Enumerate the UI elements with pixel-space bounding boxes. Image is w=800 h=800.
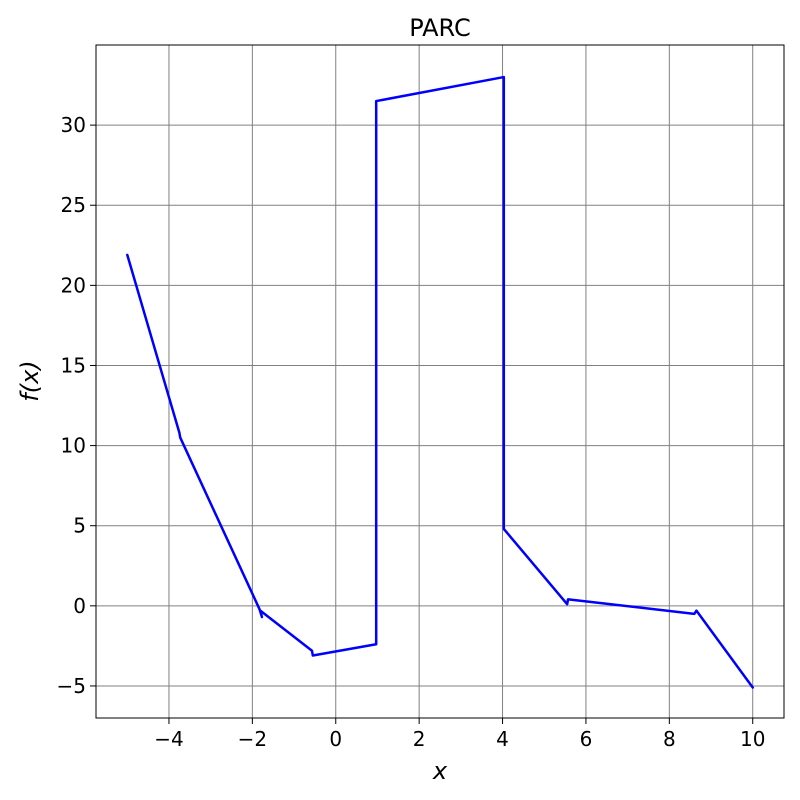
grid — [96, 45, 784, 718]
y-tick-label: 30 — [61, 113, 86, 137]
y-tick-label: 0 — [73, 594, 86, 618]
x-tick-label: 2 — [413, 727, 426, 751]
y-tick-label: 10 — [61, 434, 86, 458]
x-tick-label: 4 — [496, 727, 509, 751]
series-layer — [126, 75, 754, 689]
x-tick-label: 8 — [663, 727, 676, 751]
x-tick-label: 0 — [329, 727, 342, 751]
y-tick-label: 25 — [61, 193, 86, 217]
chart-title: PARC — [409, 14, 471, 42]
x-axis-label: x — [432, 757, 448, 785]
x-tick-label: 10 — [740, 727, 765, 751]
series-line — [126, 75, 754, 689]
ticks: −4 −2 0 2 4 6 8 10 −5 0 5 10 15 20 25 30 — [57, 113, 766, 751]
y-tick-label: −5 — [57, 674, 86, 698]
x-tick-label: −4 — [154, 727, 183, 751]
y-axis-label: f(x) — [16, 360, 44, 401]
y-tick-label: 20 — [61, 273, 86, 297]
y-tick-label: 15 — [61, 353, 86, 377]
y-tick-label: 5 — [73, 514, 86, 538]
x-tick-label: 6 — [580, 727, 593, 751]
plot-frame — [95, 44, 785, 719]
x-tick-label: −2 — [238, 727, 267, 751]
